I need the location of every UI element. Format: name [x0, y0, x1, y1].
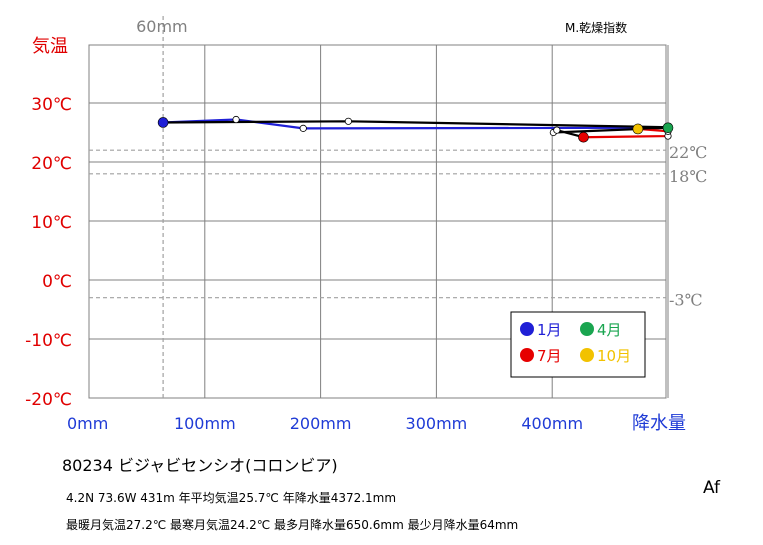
reference-lines: 60mm 22℃ 18℃ -3℃ [89, 16, 707, 398]
legend-label: 7月 [537, 347, 562, 365]
climograph-chart: 60mm 22℃ 18℃ -3℃ 30℃ 20℃ 10℃ 0℃ -10℃ -20℃ 0mm 100… [25, 16, 707, 434]
reference-label-temp: 22℃ [669, 143, 707, 162]
reference-label-temp: 18℃ [669, 167, 707, 186]
legend-marker [520, 322, 534, 336]
x-tick-label: 0mm [67, 414, 108, 433]
y-tick-label: 0℃ [42, 272, 72, 292]
station-name: 80234 ビジャビセンシオ(コロンビア) [62, 456, 338, 475]
y-tick-label: 20℃ [31, 154, 72, 174]
y-tick-label: 10℃ [31, 213, 72, 233]
point-month-4 [662, 122, 674, 134]
y-axis-label: 気温 [32, 36, 68, 57]
legend-label: 4月 [597, 321, 622, 339]
series-line-q1 [163, 118, 669, 130]
x-tick-label: 400mm [521, 414, 583, 433]
reference-label-60mm: 60mm [136, 17, 188, 36]
legend-box [510, 311, 646, 378]
station-extremes: 最暖月気温27.2℃ 最寒月気温24.2℃ 最多月降水量650.6mm 最少月降… [66, 518, 519, 532]
point-month-7 [578, 131, 589, 143]
point-month-2 [232, 115, 240, 124]
point-month-3 [299, 124, 307, 132]
monthly-points [157, 115, 674, 143]
grid-lines [89, 45, 669, 398]
point-month-6 [553, 126, 561, 134]
climate-class: Af [703, 478, 721, 498]
legend-label: 10月 [597, 347, 631, 365]
y-tick-label: -10℃ [25, 331, 72, 351]
legend-label: 1月 [537, 321, 562, 339]
station-summary: 4.2N 73.6W 431m 年平均気温25.7℃ 年降水量4372.1mm [66, 491, 397, 505]
point-month-10 [632, 123, 644, 135]
point-month-1 [157, 117, 169, 128]
point-month-12 [344, 117, 352, 125]
series-line-q4 [163, 120, 670, 131]
y-tick-label: 30℃ [31, 95, 72, 115]
x-tick-label: 100mm [174, 414, 236, 433]
dryness-index-label: M.乾燥指数 [565, 20, 627, 35]
x-axis-label: 降水量 [632, 413, 686, 434]
legend-marker [580, 322, 594, 336]
y-tick-label: -20℃ [25, 390, 72, 410]
x-tick-labels: 0mm 100mm 200mm 300mm 400mm [67, 414, 583, 433]
x-tick-label: 200mm [290, 414, 352, 433]
legend-marker [520, 348, 534, 362]
legend-marker [580, 348, 594, 362]
y-tick-labels: 30℃ 20℃ 10℃ 0℃ -10℃ -20℃ [25, 95, 72, 410]
x-tick-label: 300mm [406, 414, 468, 433]
reference-label-temp: -3℃ [669, 291, 702, 310]
legend: 1月 4月 7月 10月 [510, 311, 646, 378]
